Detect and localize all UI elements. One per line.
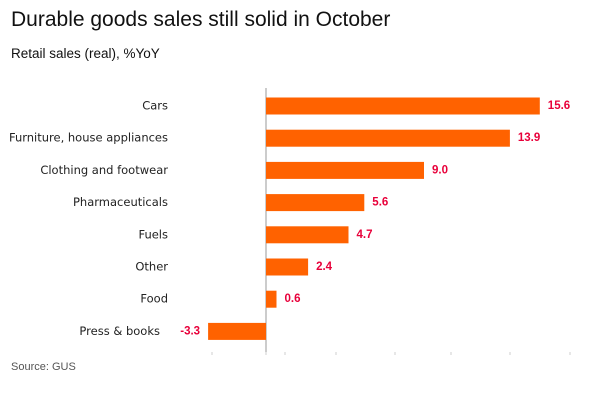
source-note: Source: GUS: [11, 361, 76, 373]
category-label: Press & books: [79, 324, 160, 338]
bar-6: [266, 290, 277, 308]
category-label: Fuels: [138, 227, 168, 241]
category-label: Other: [135, 260, 168, 274]
chart-subtitle: Retail sales (real), %YoY: [11, 46, 160, 61]
value-label: 5.6: [372, 197, 388, 209]
category-label: Pharmaceuticals: [73, 195, 168, 209]
value-label: 13.9: [518, 132, 540, 144]
category-label: Food: [140, 292, 168, 306]
bar-2: [266, 161, 424, 179]
bar-1: [266, 129, 510, 147]
value-label: 9.0: [432, 164, 448, 176]
category-label: Cars: [142, 99, 168, 113]
bar-3: [266, 194, 365, 212]
bar-7: [208, 322, 266, 340]
value-label: 2.4: [316, 261, 333, 273]
value-label: 0.6: [285, 293, 301, 305]
value-label: -3.3: [180, 325, 200, 337]
category-label: Furniture, house appliances: [9, 131, 168, 145]
bar-0: [266, 97, 540, 115]
category-label: Clothing and footwear: [40, 163, 168, 177]
bar-4: [266, 226, 349, 244]
bar-5: [266, 258, 309, 276]
value-label: 15.6: [548, 100, 570, 112]
value-label: 4.7: [357, 229, 373, 241]
chart-title: Durable goods sales still solid in Octob…: [11, 8, 391, 31]
